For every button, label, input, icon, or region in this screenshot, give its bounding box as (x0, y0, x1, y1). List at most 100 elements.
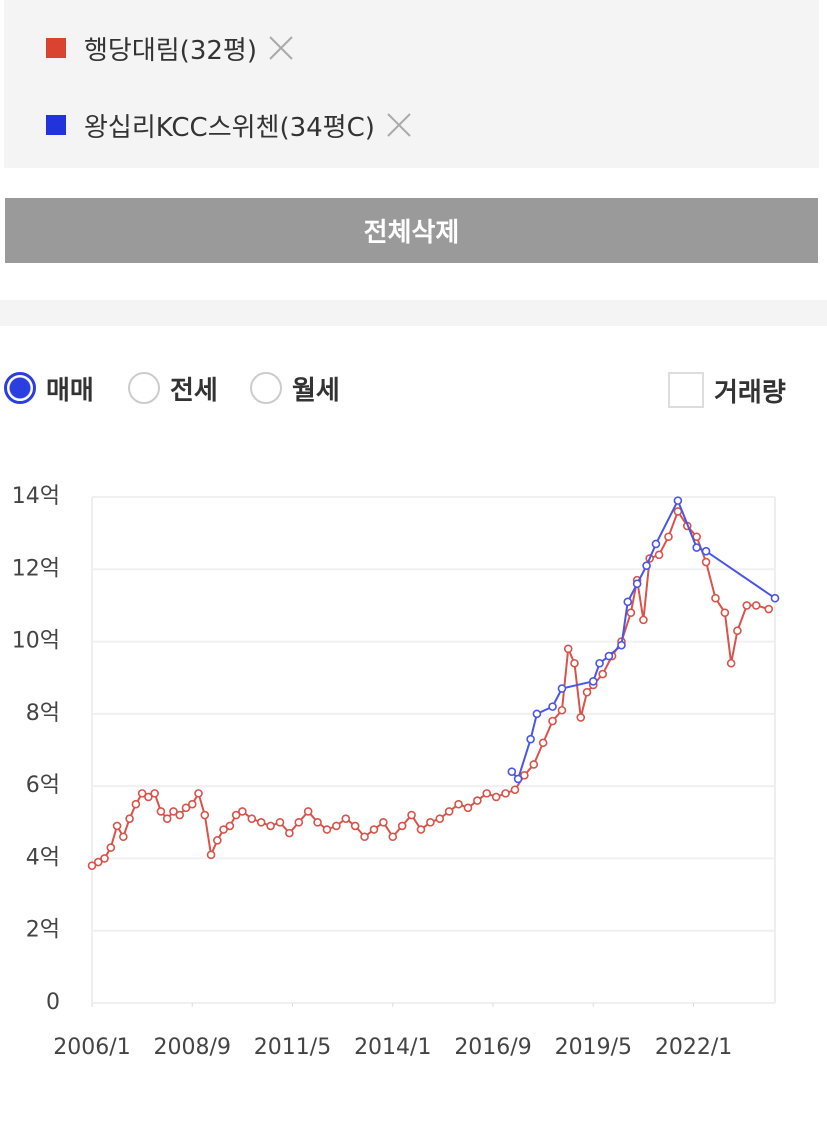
data-point (588, 677, 598, 686)
data-point (87, 861, 97, 870)
data-point (557, 705, 567, 715)
x-tick-label: 2006/1 (53, 1035, 130, 1060)
data-point (247, 814, 257, 823)
delete-all-button[interactable]: 전체삭제 (5, 198, 818, 263)
data-point (131, 799, 141, 809)
data-point (623, 597, 633, 607)
data-point (231, 810, 241, 820)
radio-option[interactable]: 전세 (128, 368, 218, 408)
data-point (557, 684, 567, 693)
data-point (770, 593, 780, 603)
data-point (720, 608, 730, 617)
remove-icon[interactable] (385, 111, 413, 139)
data-point (617, 640, 626, 650)
data-point (751, 601, 761, 610)
data-point (313, 817, 322, 827)
data-point (285, 828, 294, 838)
checkbox-box[interactable] (668, 372, 704, 408)
data-point (576, 713, 586, 722)
legend-box: 행당대림(32평) 왕십리KCC스위첸(34평C) (4, 0, 819, 168)
data-point (225, 821, 235, 831)
data-point (106, 843, 116, 852)
radio-option[interactable]: 월세 (250, 368, 340, 408)
y-tick-label: 14억 (12, 484, 60, 509)
data-point (194, 789, 203, 798)
data-point (563, 644, 573, 654)
data-point (673, 496, 683, 505)
legend-label: 왕십리KCC스위첸(34평C) (84, 112, 375, 143)
data-point (520, 770, 529, 780)
radio-label: 매매 (46, 375, 94, 406)
y-tick-label: 0 (46, 990, 60, 1015)
legend-swatch (46, 115, 66, 135)
data-point (93, 857, 103, 867)
data-point (742, 601, 752, 610)
data-point (482, 789, 492, 798)
data-point (435, 814, 445, 823)
data-point (275, 817, 285, 827)
data-point (322, 825, 332, 834)
data-point (137, 789, 147, 798)
data-point (256, 817, 266, 827)
data-point (463, 803, 473, 813)
data-point (507, 767, 517, 776)
data-point (187, 799, 197, 809)
volume-checkbox[interactable]: 거래량 (668, 370, 786, 410)
data-point (369, 825, 379, 834)
y-tick-label: 12억 (12, 556, 60, 581)
data-point (626, 608, 636, 617)
x-tick-label: 2011/5 (254, 1035, 331, 1060)
radio-circle[interactable] (250, 372, 282, 404)
data-point (144, 792, 153, 802)
data-point (510, 785, 520, 795)
data-point (360, 832, 369, 842)
data-point (397, 821, 407, 831)
data-point (639, 615, 648, 625)
legend-label: 행당대림(32평) (84, 35, 257, 66)
data-point (303, 807, 313, 816)
data-point (388, 832, 398, 842)
data-point (169, 807, 178, 816)
data-point (454, 799, 463, 809)
data-point (444, 807, 454, 816)
y-tick-label: 10억 (12, 629, 60, 654)
data-point (416, 825, 426, 834)
data-point (526, 734, 535, 744)
data-point (200, 810, 210, 820)
data-point (162, 814, 172, 823)
radio-label: 월세 (292, 375, 340, 406)
data-point (582, 687, 592, 697)
data-point (125, 814, 134, 823)
remove-icon[interactable] (267, 34, 295, 62)
data-point (238, 807, 247, 816)
x-tick-label: 2008/9 (154, 1035, 231, 1060)
data-point (341, 814, 351, 823)
data-point (701, 546, 711, 556)
radio-circle[interactable] (4, 372, 36, 404)
data-point (598, 669, 607, 679)
legend-item: 행당대림(32평) (46, 28, 295, 68)
data-point (426, 817, 435, 827)
y-tick-label: 2억 (26, 918, 60, 943)
data-point (604, 651, 614, 661)
data-point (529, 760, 539, 769)
data-point (692, 543, 701, 552)
data-point (473, 796, 482, 805)
data-point (332, 821, 341, 831)
data-point (213, 836, 222, 845)
radio-circle[interactable] (128, 372, 160, 404)
checkbox-label: 거래량 (714, 377, 786, 408)
data-point (548, 716, 557, 726)
data-point (206, 850, 216, 860)
data-point (570, 658, 579, 668)
x-tick-label: 2016/9 (454, 1035, 531, 1060)
y-tick-label: 8억 (26, 701, 60, 726)
legend-item: 왕십리KCC스위첸(34평C) (46, 105, 413, 145)
data-point (175, 810, 185, 820)
data-point (407, 810, 416, 820)
data-point (112, 821, 122, 831)
radio-option[interactable]: 매매 (4, 368, 94, 408)
data-point (350, 821, 360, 831)
data-point (150, 789, 159, 798)
